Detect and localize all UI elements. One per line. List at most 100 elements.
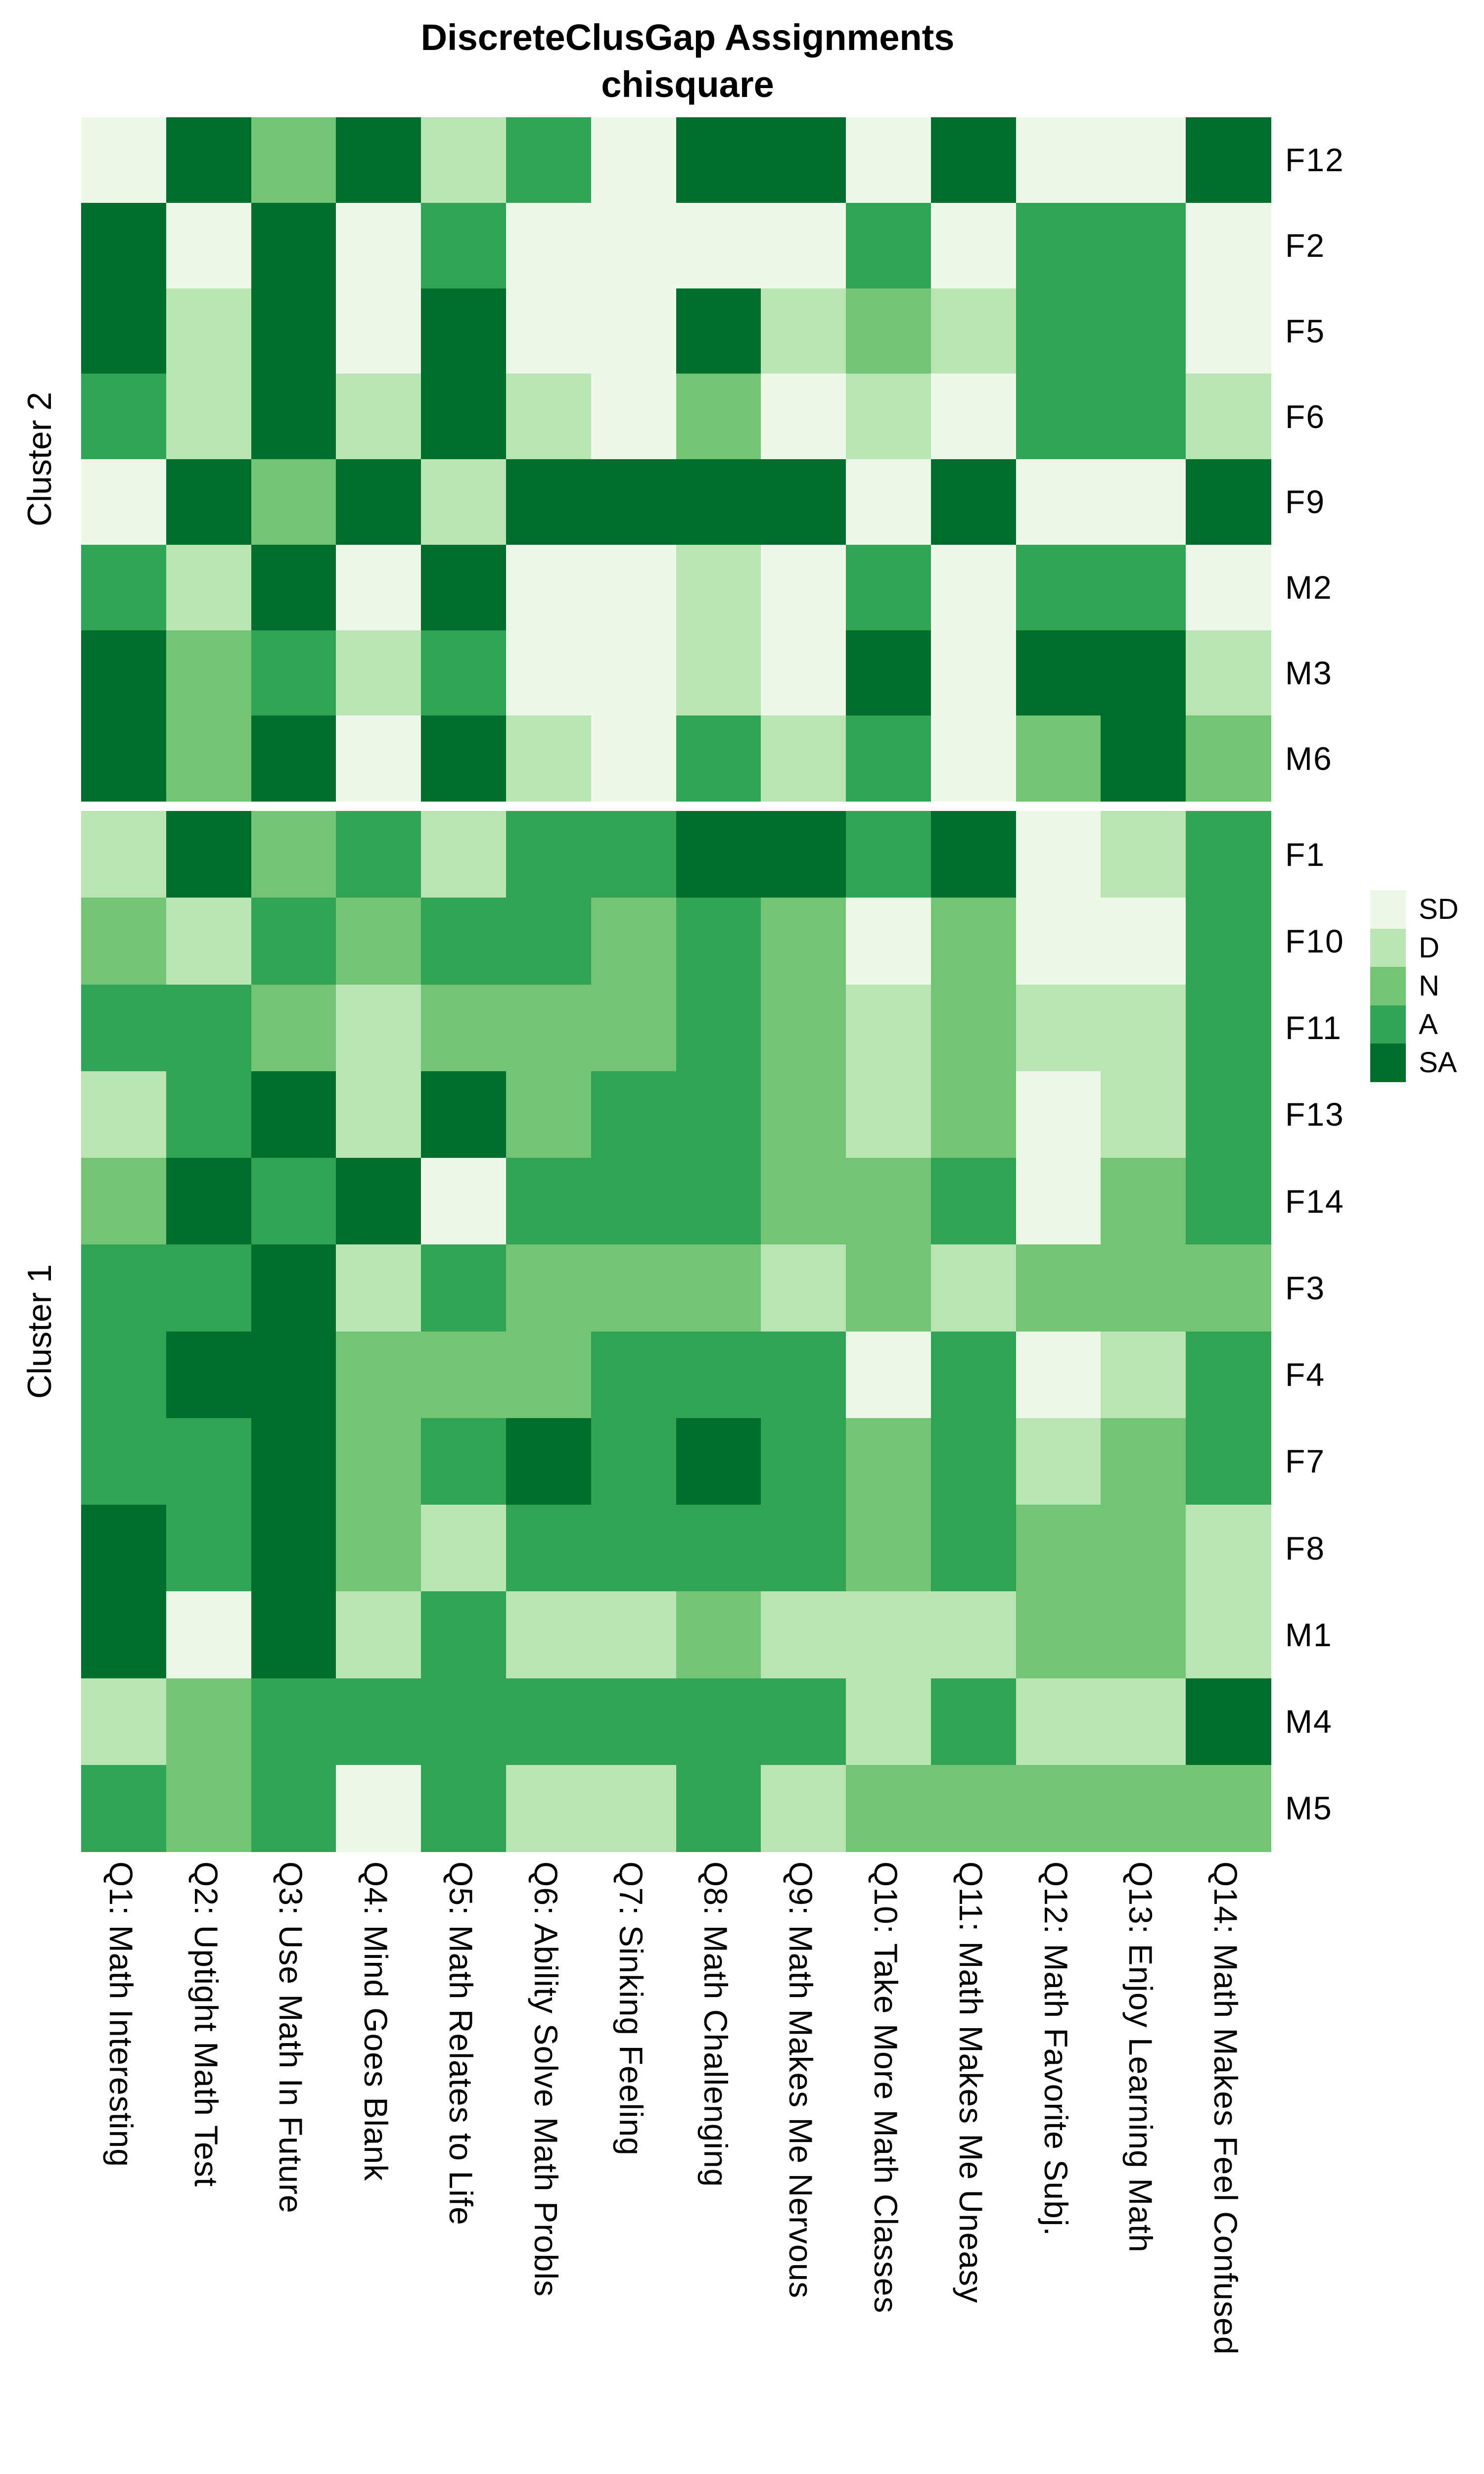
heatmap-cell (506, 544, 592, 631)
heatmap-cell (1101, 898, 1186, 985)
row-label-f3: F3 (1285, 1269, 1326, 1306)
heatmap-cell (336, 288, 421, 375)
heatmap-cell (930, 1418, 1017, 1505)
heatmap-cell (421, 117, 507, 203)
heatmap-cell (506, 898, 592, 985)
heatmap-cell (1101, 1158, 1186, 1245)
heatmap-cell (81, 544, 167, 631)
heatmap-cell (1186, 1071, 1271, 1158)
heatmap-cell (166, 1158, 252, 1245)
heatmap-cell (166, 630, 252, 716)
heatmap-cell (81, 630, 167, 716)
heatmap-cell (251, 202, 337, 289)
heatmap-cell (81, 715, 167, 802)
heatmap-cell (421, 1678, 507, 1765)
heatmap-cell (846, 374, 931, 460)
heatmap-cell (1016, 715, 1102, 802)
heatmap-cell (506, 1591, 592, 1679)
column-label-q10: Q10: Take More Math Classes (867, 1861, 904, 2314)
heatmap-cell (1016, 459, 1102, 545)
heatmap-cell (930, 1591, 1017, 1679)
legend-label-n: N (1419, 970, 1439, 1002)
heatmap-cell (166, 1678, 252, 1765)
heatmap-cell (421, 630, 507, 716)
heatmap-cell (930, 202, 1017, 289)
heatmap-cell (81, 459, 167, 545)
heatmap-cell (336, 1071, 421, 1158)
heatmap-cell (1186, 1505, 1271, 1592)
heatmap-cell (591, 1764, 677, 1852)
heatmap-cell (81, 1418, 167, 1505)
heatmap-cell (251, 544, 337, 631)
row-label-f12: F12 (1285, 142, 1345, 179)
heatmap-cell (676, 1764, 762, 1852)
heatmap-cell (676, 374, 762, 460)
heatmap-cell (421, 288, 507, 375)
heatmap-cell (1101, 544, 1186, 631)
heatmap-cell (846, 1505, 931, 1592)
heatmap-cell (1186, 1591, 1271, 1679)
heatmap-cell (336, 374, 421, 460)
heatmap-cell (336, 1764, 421, 1852)
heatmap-cell (336, 630, 421, 716)
heatmap-cell (81, 374, 167, 460)
heatmap-cell (930, 1764, 1017, 1852)
heatmap-cell (81, 117, 167, 203)
heatmap-cell (421, 1505, 507, 1592)
heatmap-cell (336, 715, 421, 802)
heatmap-cell (506, 288, 592, 375)
heatmap-cell (1101, 1331, 1186, 1419)
row-label-f1: F1 (1285, 836, 1326, 873)
heatmap-cell (1101, 374, 1186, 460)
heatmap-cell (506, 1158, 592, 1245)
heatmap-cell (421, 1591, 507, 1679)
heatmap-cell (761, 1678, 846, 1765)
heatmap-cell (166, 544, 252, 631)
heatmap-cell (930, 715, 1017, 802)
row-label-f11: F11 (1285, 1009, 1342, 1047)
heatmap-cell (676, 117, 762, 203)
heatmap-cell (676, 715, 762, 802)
heatmap-cell (761, 1764, 846, 1852)
heatmap-cell (421, 1158, 507, 1245)
heatmap-cell (166, 1591, 252, 1679)
heatmap-cell (1016, 898, 1102, 985)
heatmap-cell (506, 374, 592, 460)
heatmap-cell (591, 1591, 677, 1679)
column-label-q5: Q5: Math Relates to Life (443, 1861, 480, 2226)
heatmap-cell (676, 1678, 762, 1765)
heatmap-cell (1016, 1418, 1102, 1505)
heatmap-cell (591, 715, 677, 802)
row-label-m5: M5 (1285, 1790, 1333, 1827)
column-label-q7: Q7: Sinking Feeling (612, 1861, 649, 2156)
heatmap-cell (1186, 117, 1271, 203)
heatmap-cell (1101, 1505, 1186, 1592)
column-label-q1: Q1: Math Interesting (102, 1861, 139, 2167)
heatmap-cell (421, 898, 507, 985)
heatmap-cell (506, 984, 592, 1072)
heatmap-cell (1101, 1418, 1186, 1505)
heatmap-cell (676, 1505, 762, 1592)
row-label-m2: M2 (1285, 569, 1333, 606)
heatmap-cell (930, 1158, 1017, 1245)
heatmap-cell (930, 1244, 1017, 1332)
heatmap-cell (1186, 1678, 1271, 1765)
heatmap-cell (591, 202, 677, 289)
heatmap-cell (1016, 288, 1102, 375)
heatmap-cell (846, 117, 931, 203)
heatmap-cell (251, 459, 337, 545)
heatmap-cell (1101, 1678, 1186, 1765)
legend-item-a: A (1370, 1005, 1459, 1044)
heatmap-cell (676, 984, 762, 1072)
row-label-m1: M1 (1285, 1616, 1333, 1653)
heatmap-cell (846, 1244, 931, 1332)
cluster-label-text: Cluster 2 (21, 391, 59, 527)
heatmap-cell (591, 984, 677, 1072)
heatmap-cell (1186, 1158, 1271, 1245)
heatmap-cell (166, 1331, 252, 1419)
heatmap-cell (336, 1418, 421, 1505)
heatmap-cell (421, 374, 507, 460)
heatmap-cell (591, 1505, 677, 1592)
heatmap-cell (930, 630, 1017, 716)
